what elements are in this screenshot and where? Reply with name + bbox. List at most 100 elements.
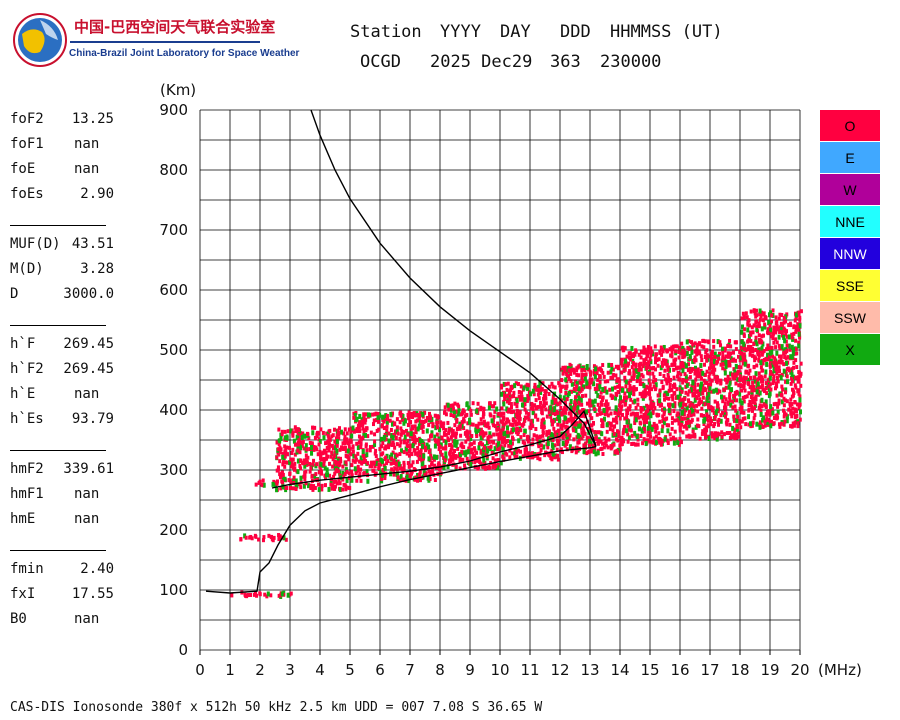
echo-point-x (780, 344, 784, 350)
echo-point-o (798, 315, 802, 320)
echo-point-o (766, 331, 770, 336)
echo-point-o (703, 402, 707, 407)
echo-point-x (784, 387, 788, 393)
echo-point-o (644, 391, 648, 396)
echo-point-o (639, 433, 643, 438)
echo-point-o (632, 385, 636, 390)
echo-point-o (768, 324, 772, 329)
echo-point-o (676, 370, 680, 375)
echo-point-o (536, 392, 540, 397)
echo-point-x (381, 459, 385, 465)
echo-point-x (266, 591, 270, 597)
echo-point-o (541, 417, 545, 422)
y-tick-label: 500 (159, 341, 188, 359)
echo-point-o (689, 413, 693, 418)
echo-point-o (575, 445, 579, 450)
echo-point-o (473, 448, 477, 453)
echo-point-o (726, 344, 730, 349)
echo-point-o (726, 374, 730, 379)
echo-point-o (574, 395, 578, 400)
echo-point-x (299, 475, 303, 481)
echo-point-o (793, 351, 797, 356)
echo-point-o (679, 365, 683, 370)
echo-point-o (649, 346, 653, 351)
echo-point-o (655, 425, 659, 430)
echo-point-x (531, 388, 535, 394)
echo-point-o (710, 418, 714, 423)
echo-point-x (469, 461, 473, 467)
echo-point-o (616, 411, 620, 416)
echo-point-x (576, 433, 580, 439)
echo-point-o (598, 406, 602, 411)
echo-point-o (522, 433, 526, 438)
echo-point-o (320, 487, 324, 492)
echo-point-x (569, 365, 573, 371)
echo-point-o (696, 367, 700, 372)
echo-point-o (740, 419, 744, 424)
echo-point-o (481, 414, 485, 419)
echo-point-o (649, 353, 653, 358)
echo-point-o (598, 374, 602, 379)
echo-point-o (761, 361, 765, 366)
echo-point-o (634, 442, 638, 447)
echo-point-o (658, 436, 662, 441)
echo-point-o (629, 357, 633, 362)
echo-point-x (298, 441, 302, 447)
echo-point-o (507, 401, 511, 406)
echo-point-o (305, 460, 309, 465)
echo-point-o (660, 360, 664, 365)
echo-point-o (710, 378, 714, 383)
echo-point-x (420, 439, 424, 445)
echo-point-x (649, 413, 653, 419)
echo-point-o (575, 368, 579, 373)
echo-point-x (607, 362, 611, 368)
echo-point-o (503, 393, 507, 398)
echo-point-x (716, 339, 720, 345)
echo-point-o (569, 413, 573, 418)
echo-point-o (644, 412, 648, 417)
echo-point-o (694, 377, 698, 382)
echo-point-o (406, 461, 410, 466)
echo-point-o (675, 418, 679, 423)
echo-point-o (658, 389, 662, 394)
echo-point-o (362, 412, 366, 417)
echo-point-x (660, 428, 664, 434)
echo-point-o (547, 429, 551, 434)
echo-point-o (645, 403, 649, 408)
echo-point-o (731, 375, 735, 380)
echo-point-x (715, 436, 719, 442)
echo-point-o (638, 420, 642, 425)
echo-point-x (798, 323, 802, 329)
echo-point-o (594, 435, 598, 440)
echo-point-o (585, 401, 589, 406)
echo-point-o (796, 327, 800, 332)
echo-point-o (738, 418, 742, 423)
echo-point-x (501, 446, 505, 452)
echo-point-o (675, 344, 679, 349)
echo-point-x (759, 411, 763, 417)
echo-point-o (344, 453, 348, 458)
echo-point-o (688, 434, 692, 439)
echo-point-o (479, 427, 483, 432)
echo-point-o (585, 451, 589, 456)
echo-point-o (380, 444, 384, 449)
echo-point-x (568, 444, 572, 450)
echo-point-o (338, 426, 342, 431)
echo-point-o (267, 533, 271, 538)
echo-point-o (770, 407, 774, 412)
echo-point-o (465, 429, 469, 434)
echo-point-o (674, 395, 678, 400)
echo-point-o (729, 344, 733, 349)
echo-point-o (667, 379, 671, 384)
echo-point-o (621, 363, 625, 368)
echo-point-o (399, 432, 403, 437)
echo-point-o (654, 387, 658, 392)
echo-point-o (285, 460, 289, 465)
echo-point-o (442, 456, 446, 461)
echo-point-o (756, 352, 760, 357)
echo-point-o (360, 461, 364, 466)
echo-point-o (710, 361, 714, 366)
echo-point-o (631, 411, 635, 416)
echo-point-o (332, 427, 336, 432)
echo-point-o (306, 455, 310, 460)
